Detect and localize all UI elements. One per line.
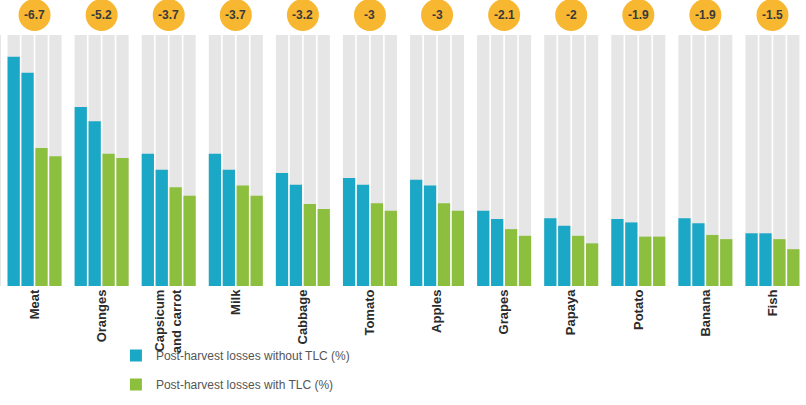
- svg-text:-1.9: -1.9: [695, 8, 716, 22]
- svg-text:-1.9: -1.9: [628, 8, 649, 22]
- svg-text:Tomato: Tomato: [362, 290, 377, 336]
- svg-text:-3: -3: [432, 8, 443, 22]
- svg-text:-6.7: -6.7: [24, 8, 45, 22]
- svg-text:Oranges: Oranges: [94, 290, 109, 343]
- svg-text:Post-harvest losses without TL: Post-harvest losses without TLC (%): [156, 349, 350, 363]
- svg-text:-3.7: -3.7: [158, 8, 179, 22]
- svg-text:Capsicumand carrot: Capsicumand carrot: [152, 289, 184, 353]
- svg-text:-3: -3: [364, 8, 375, 22]
- svg-text:Banana: Banana: [698, 289, 713, 337]
- svg-text:Cabbage: Cabbage: [295, 290, 310, 345]
- svg-text:Potato: Potato: [631, 290, 646, 331]
- svg-text:-5.2: -5.2: [91, 8, 112, 22]
- svg-text:-3.7: -3.7: [225, 8, 246, 22]
- svg-text:-2.1: -2.1: [494, 8, 515, 22]
- svg-text:Fish: Fish: [765, 290, 780, 317]
- svg-text:-2: -2: [566, 8, 577, 22]
- svg-text:Apples: Apples: [429, 290, 444, 333]
- svg-text:Milk: Milk: [228, 289, 243, 315]
- svg-text:Meat: Meat: [27, 289, 42, 319]
- svg-text:-3.2: -3.2: [292, 8, 313, 22]
- svg-text:Grapes: Grapes: [496, 290, 511, 335]
- svg-text:-1.5: -1.5: [762, 8, 783, 22]
- svg-text:Post-harvest losses with TLC (: Post-harvest losses with TLC (%): [156, 378, 333, 392]
- svg-text:Papaya: Papaya: [563, 289, 578, 335]
